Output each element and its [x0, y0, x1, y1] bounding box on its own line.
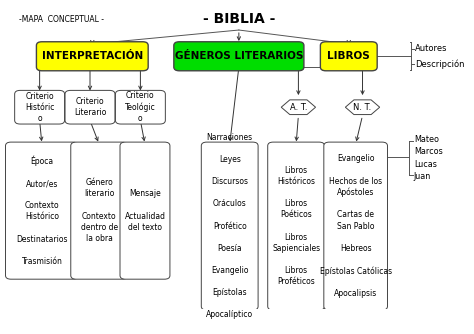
FancyBboxPatch shape: [65, 91, 115, 124]
Text: - BIBLIA -: - BIBLIA -: [203, 12, 275, 26]
Text: INTERPRETACIÓN: INTERPRETACIÓN: [42, 51, 143, 61]
Text: Género
literario

Contexto
dentro de
la obra: Género literario Contexto dentro de la o…: [81, 178, 118, 243]
Polygon shape: [346, 100, 380, 115]
Text: Libros
Históricos

Libros
Poéticos

Libros
Sapienciales

Libros
Proféticos: Libros Históricos Libros Poéticos Libros…: [272, 166, 320, 286]
Text: LIBROS: LIBROS: [328, 51, 370, 61]
FancyBboxPatch shape: [15, 91, 64, 124]
FancyBboxPatch shape: [36, 42, 148, 71]
Text: Autores: Autores: [415, 44, 447, 53]
Text: Criterio
Históric
o: Criterio Históric o: [25, 92, 55, 123]
Text: GÉNEROS LITERARIOS: GÉNEROS LITERARIOS: [175, 51, 303, 61]
FancyBboxPatch shape: [116, 91, 165, 124]
Text: -MAPA  CONCEPTUAL -: -MAPA CONCEPTUAL -: [19, 15, 104, 24]
FancyBboxPatch shape: [71, 142, 128, 279]
Text: Descripción: Descripción: [415, 59, 465, 69]
FancyBboxPatch shape: [320, 42, 377, 71]
Text: Mensaje

Actualidad
del texto: Mensaje Actualidad del texto: [125, 189, 165, 232]
Polygon shape: [281, 100, 316, 115]
Text: Mateo
Marcos
Lucas
Juan: Mateo Marcos Lucas Juan: [414, 135, 443, 181]
Text: Criterio
Literario: Criterio Literario: [74, 97, 106, 117]
Text: N. T.: N. T.: [354, 103, 372, 112]
FancyBboxPatch shape: [268, 142, 325, 310]
FancyBboxPatch shape: [201, 142, 258, 310]
FancyBboxPatch shape: [6, 142, 78, 279]
Text: A. T.: A. T.: [290, 103, 307, 112]
FancyBboxPatch shape: [120, 142, 170, 279]
Text: Época

Autor/es

Contexto
Histórico

Destinatarios

Trasmisión: Época Autor/es Contexto Histórico Destin…: [16, 155, 68, 266]
FancyBboxPatch shape: [324, 142, 387, 310]
Text: Criterio
Teológic
o: Criterio Teológic o: [125, 91, 156, 123]
FancyBboxPatch shape: [174, 42, 304, 71]
Text: Narraciones

Leyes

Discursos

Oráculos

Profético

Poesía

Evangelio

Epístolas: Narraciones Leyes Discursos Oráculos Pro…: [206, 133, 253, 319]
Text: Evangelio

Hechos de los
Apóstoles

Cartas de
San Pablo

Hebreos

Epístolas Cató: Evangelio Hechos de los Apóstoles Cartas…: [319, 154, 392, 298]
